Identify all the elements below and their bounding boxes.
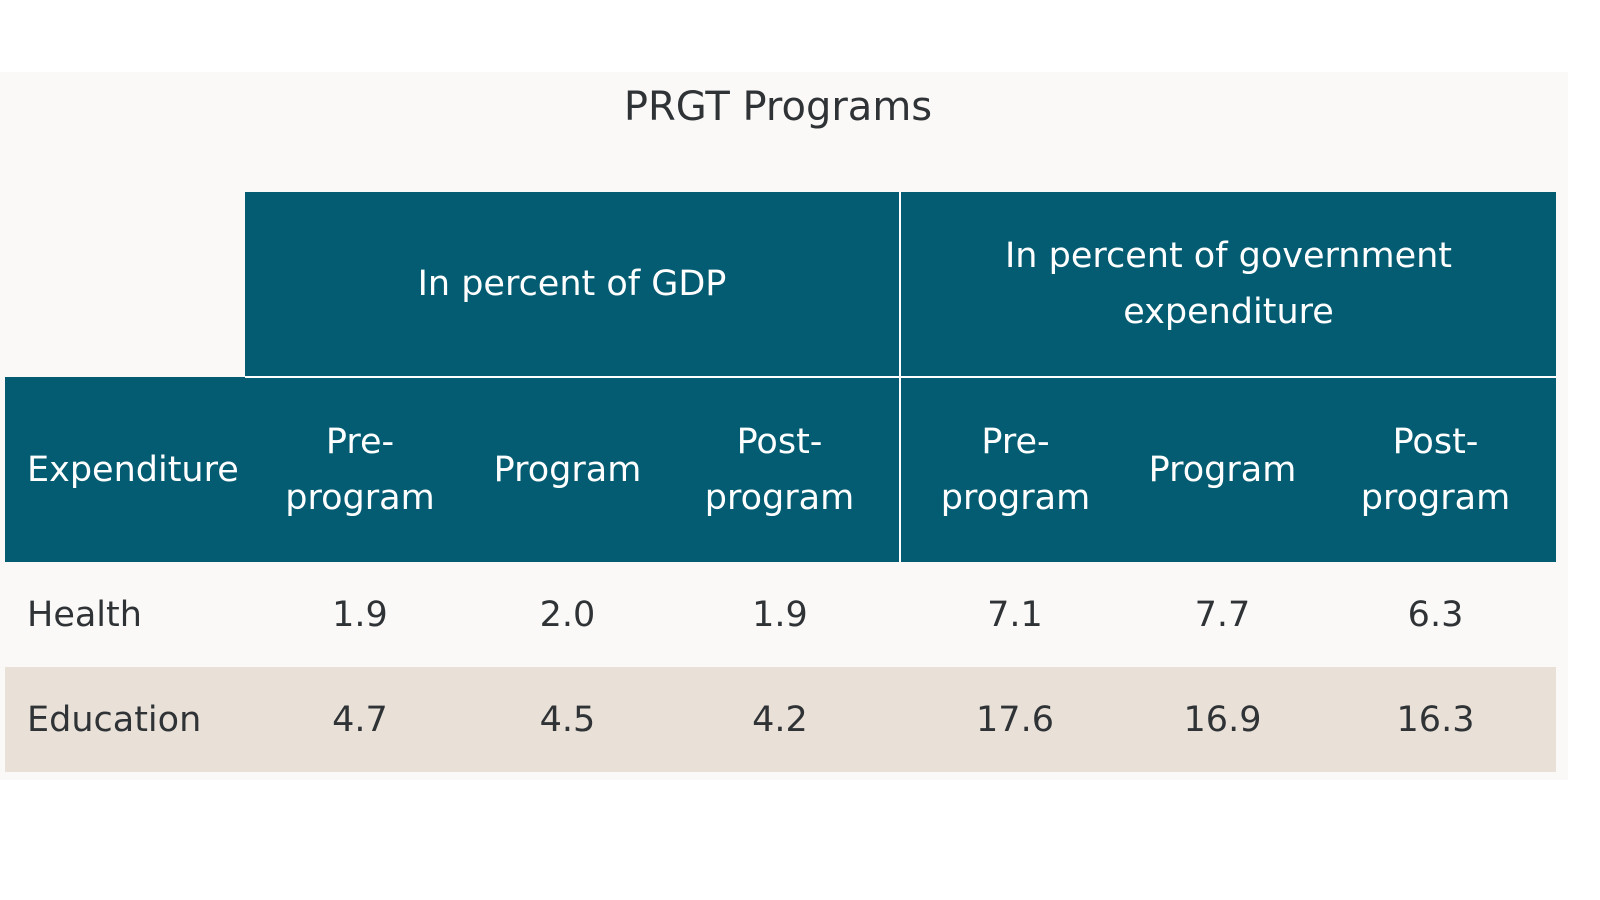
cell-education-gov-post: 16.3 (1315, 667, 1557, 772)
cell-education-gov-program: 16.9 (1130, 667, 1315, 772)
column-header-gdp-post-program: Post-program (660, 377, 901, 562)
row-label-health: Health (5, 562, 245, 667)
cell-education-gov-pre: 17.6 (900, 667, 1130, 772)
cell-health-gov-pre: 7.1 (900, 562, 1130, 667)
row-label-education: Education (5, 667, 245, 772)
cell-health-gov-program: 7.7 (1130, 562, 1315, 667)
column-header-gdp-program: Program (475, 377, 660, 562)
cell-health-gdp-program: 2.0 (475, 562, 660, 667)
column-header-gdp-pre-program: Pre-program (245, 377, 475, 562)
column-header-expenditure: Expenditure (5, 377, 245, 562)
column-header-gov-pre-program: Pre-program (900, 377, 1130, 562)
column-header-gov-program: Program (1130, 377, 1315, 562)
group-header-gdp: In percent of GDP (245, 192, 901, 378)
table-row-education: Education 4.7 4.5 4.2 17.6 16.9 16.3 (5, 667, 1557, 772)
corner-cell (5, 192, 245, 377)
cell-education-gdp-post: 4.2 (660, 667, 900, 772)
column-header-gov-post-program: Post-program (1315, 377, 1557, 562)
cell-health-gdp-post: 1.9 (660, 562, 900, 667)
chart-title: PRGT Programs (623, 84, 933, 130)
table-row-health: Health 1.9 2.0 1.9 7.1 7.7 6.3 (5, 562, 1557, 667)
group-header-gov-exp: In percent of government expenditure (900, 192, 1557, 378)
cell-health-gov-post: 6.3 (1315, 562, 1557, 667)
cell-health-gdp-pre: 1.9 (245, 562, 475, 667)
cell-education-gdp-pre: 4.7 (245, 667, 475, 772)
cell-education-gdp-program: 4.5 (475, 667, 660, 772)
data-table: In percent of GDP In percent of governme… (5, 192, 1557, 772)
